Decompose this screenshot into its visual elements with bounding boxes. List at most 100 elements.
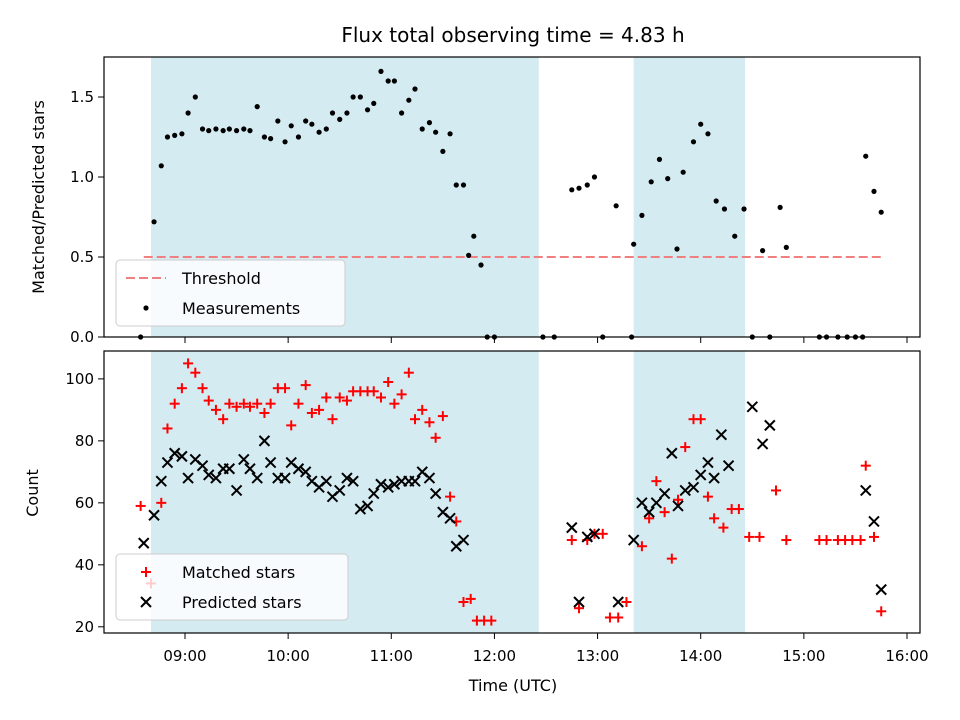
matched-star-marker [410,414,421,425]
measurement-point [329,110,336,116]
predicted-star-marker [279,472,291,484]
measurement-point [412,86,418,92]
measurement-point [721,206,728,212]
measurement-point [426,120,433,126]
y-tick-label: 60 [75,494,94,512]
predicted-star-marker [429,487,442,500]
matched-star-marker [709,513,720,524]
predicted-star-marker [868,515,880,528]
x-b [627,534,640,546]
measurement-point [440,148,446,154]
x-b [658,487,671,500]
predicted-star-marker [299,466,312,478]
measurement-point [613,203,619,209]
predicted-star-marker [666,447,678,459]
legend-box [115,259,346,327]
x-tick-label: 13:00 [576,647,619,665]
chart-title: Flux total observing time = 4.83 h [341,23,684,47]
measurement-point [350,94,356,100]
matched-star-marker [321,392,332,403]
matched-star-marker [702,491,713,502]
predicted-star-marker [251,472,263,484]
predicted-star-marker [341,472,353,484]
predicted-star-marker [860,484,872,497]
matched-star-marker [396,389,407,400]
measurement-point [323,126,329,132]
matched-star-marker [162,423,173,434]
x-b [176,450,188,463]
x-b [299,466,312,478]
matched-star-marker [280,383,291,394]
x-b [679,484,691,497]
x-b [429,487,442,500]
x-b [860,484,872,497]
measurement-point [447,131,453,137]
x-tick-label: 12:00 [473,647,516,665]
predicted-star-marker [161,456,174,469]
matched-star-marker [613,612,624,623]
matched-star-marker [231,401,242,412]
predicted-star-marker [715,428,728,441]
matched-star-marker [197,383,208,394]
matched-star-marker [210,404,221,415]
y-tick-label: 100 [65,370,94,388]
measurement-point [665,176,671,182]
x-b [292,463,305,475]
measurement-point [378,68,384,74]
matched-star-marker [821,535,832,546]
measurement-point [179,131,185,137]
measurement-point [569,187,575,193]
predicted-star-marker [368,487,380,500]
x-b [650,497,663,509]
measurement-point [164,134,171,140]
measurement-point [478,262,484,268]
matched-star-marker [375,392,386,403]
y-tick-label: 20 [75,618,94,636]
matched-star-marker [644,513,655,524]
matched-star-marker [733,504,744,515]
matched-star-marker [771,485,782,496]
measurement-point [878,209,884,215]
matched-star-marker [651,476,662,487]
measurement-point [254,104,260,110]
plot-frame [103,350,921,634]
matched-star-marker [718,522,729,533]
predicted-star-marker [643,506,655,518]
matched-star-marker [389,398,400,409]
x-b [444,512,456,525]
matched-star-marker [868,531,879,542]
x-b [666,447,678,459]
matched-star-marker [176,383,187,394]
x-b [566,521,578,534]
x-b [746,401,758,413]
measurement-point [213,126,219,132]
legend-box [115,553,349,621]
x-tick-label: 10:00 [267,647,310,665]
y-tick-label: 0.0 [70,328,94,346]
x-b [361,500,374,512]
x-b [210,472,222,484]
x-b [189,453,202,466]
x-b [264,456,277,469]
measurement-point [406,97,412,103]
x-b [285,456,297,469]
x-b [196,459,209,472]
matched-star-marker [135,500,146,511]
x-b [251,472,263,484]
predicted-star-marker [695,469,707,481]
predicted-star-marker [354,503,367,515]
matched-star-marker [190,367,201,378]
measurement-point [282,139,288,145]
matched-star-marker [424,417,435,428]
x-axis-label: Time (UTC) [468,676,557,695]
measurement-point [385,78,391,84]
measurement-point [185,110,191,116]
x-b [457,534,470,546]
bottom-y-axis-label: Count [23,469,42,517]
measurement-point [288,123,294,129]
matched-star-marker [341,395,352,406]
predicted-star-marker [679,484,691,497]
x-tick-label: 11:00 [370,647,413,665]
x-b [573,596,585,608]
x-b [347,475,359,487]
